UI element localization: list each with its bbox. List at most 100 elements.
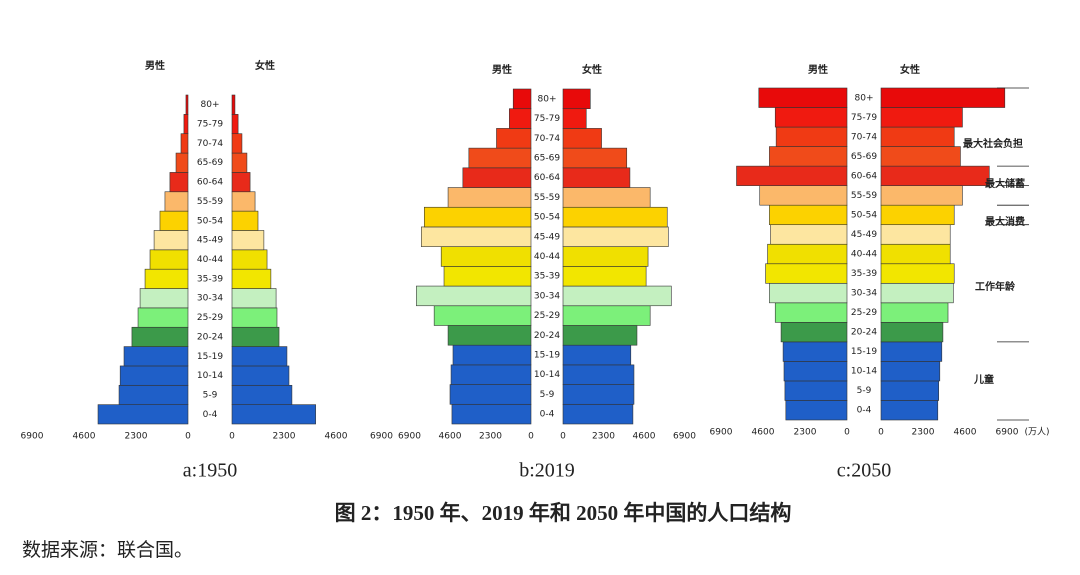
age-label: 35-39 [851, 269, 877, 279]
x-tick-label: 2300 [912, 428, 935, 438]
age-label: 55-59 [851, 191, 877, 201]
female-bar [231, 268, 272, 289]
x-tick-label: 4600 [752, 428, 775, 438]
male-bar [736, 165, 848, 186]
female-bar [880, 302, 949, 323]
male-bar [468, 147, 532, 169]
age-label: 30-34 [534, 291, 560, 301]
female-bar [562, 305, 651, 326]
female-bar [562, 364, 635, 385]
female-bar [562, 88, 591, 110]
male-bar [139, 288, 189, 309]
age-label: 5-9 [540, 390, 555, 400]
unit-label: (万人) [1024, 427, 1049, 438]
age-label: 45-49 [197, 236, 223, 246]
age-label: 30-34 [851, 289, 877, 299]
age-label: 20-24 [851, 328, 877, 338]
female-bar [880, 87, 1006, 108]
annotation: 儿童 [973, 373, 994, 386]
source-note: 数据来源：联合国。 [22, 539, 193, 561]
age-label: 50-54 [851, 210, 877, 220]
male-bar [496, 128, 532, 149]
male-bar [785, 400, 848, 421]
male-bar [118, 384, 189, 405]
annotation: 工作年龄 [975, 280, 1016, 293]
x-tick-label: 0 [560, 432, 566, 442]
age-label: 50-54 [534, 213, 560, 223]
age-label: 70-74 [197, 139, 223, 149]
female-bar [880, 282, 954, 304]
annotation: 最大消费 [985, 215, 1025, 228]
age-label: 10-14 [534, 370, 560, 380]
female-bar [231, 326, 280, 347]
age-label: 65-69 [197, 158, 223, 168]
male-bar [759, 185, 848, 206]
male-bar [449, 384, 532, 405]
female-bar [562, 325, 638, 346]
male-bar [149, 249, 189, 270]
age-label: 0-4 [203, 410, 218, 420]
male-bar [774, 302, 848, 323]
male-bar [164, 191, 189, 212]
age-label: 60-64 [534, 173, 560, 183]
female-bar [231, 191, 256, 212]
female-bar [562, 147, 628, 169]
male-bar [451, 403, 532, 425]
male-bar [423, 206, 532, 228]
age-label: 80+ [201, 100, 220, 110]
male-bar [137, 307, 189, 328]
female-bar [231, 365, 290, 386]
age-label: 80+ [538, 94, 557, 104]
male-bar [144, 268, 189, 289]
female-bar [880, 204, 955, 226]
x-tick-label: 6900 [370, 432, 393, 442]
male-bar [767, 243, 848, 265]
female-bar [231, 230, 265, 251]
male-bar [119, 365, 189, 386]
female-bar [880, 224, 951, 245]
female-bar [880, 243, 951, 265]
male-bar [420, 226, 532, 247]
age-label: 10-14 [197, 371, 223, 381]
age-label: 60-64 [851, 171, 877, 181]
age-label: 55-59 [197, 197, 223, 207]
age-label: 5-9 [203, 390, 218, 400]
male-bar [462, 167, 532, 188]
female-bar [562, 344, 632, 366]
series-header: 男性 [145, 59, 165, 72]
x-tick-label: 4600 [954, 428, 977, 438]
x-tick-label: 2300 [794, 428, 817, 438]
female-bar [880, 380, 940, 401]
male-bar [183, 114, 189, 135]
x-tick-label: 0 [528, 432, 534, 442]
male-bar [774, 107, 848, 128]
age-label: 20-24 [534, 331, 560, 341]
female-bar [880, 341, 943, 362]
male-bar [123, 346, 189, 367]
series-header: 男性 [808, 63, 828, 76]
female-bar [231, 307, 278, 328]
female-bar [231, 94, 236, 115]
female-bar [562, 266, 647, 287]
x-tick-label: 4600 [439, 432, 462, 442]
x-tick-label: 6900 [996, 428, 1019, 438]
series-header: 男性 [492, 63, 512, 76]
female-bar [231, 172, 251, 193]
caption: b:2019 [519, 460, 575, 482]
age-label: 40-44 [534, 252, 560, 262]
age-label: 70-74 [851, 132, 877, 142]
male-bar [180, 133, 189, 154]
age-label: 75-79 [534, 114, 560, 124]
female-bar [880, 400, 939, 421]
annotation: 最大储蓄 [985, 177, 1025, 190]
male-bar [97, 404, 189, 425]
female-bar [880, 263, 955, 284]
x-tick-label: 6900 [673, 432, 696, 442]
x-tick-label: 2300 [479, 432, 502, 442]
age-label: 5-9 [857, 386, 872, 396]
male-bar [175, 152, 189, 173]
male-bar [185, 94, 189, 115]
x-tick-label: 0 [844, 428, 850, 438]
male-bar [433, 305, 532, 326]
female-bar [562, 226, 669, 247]
